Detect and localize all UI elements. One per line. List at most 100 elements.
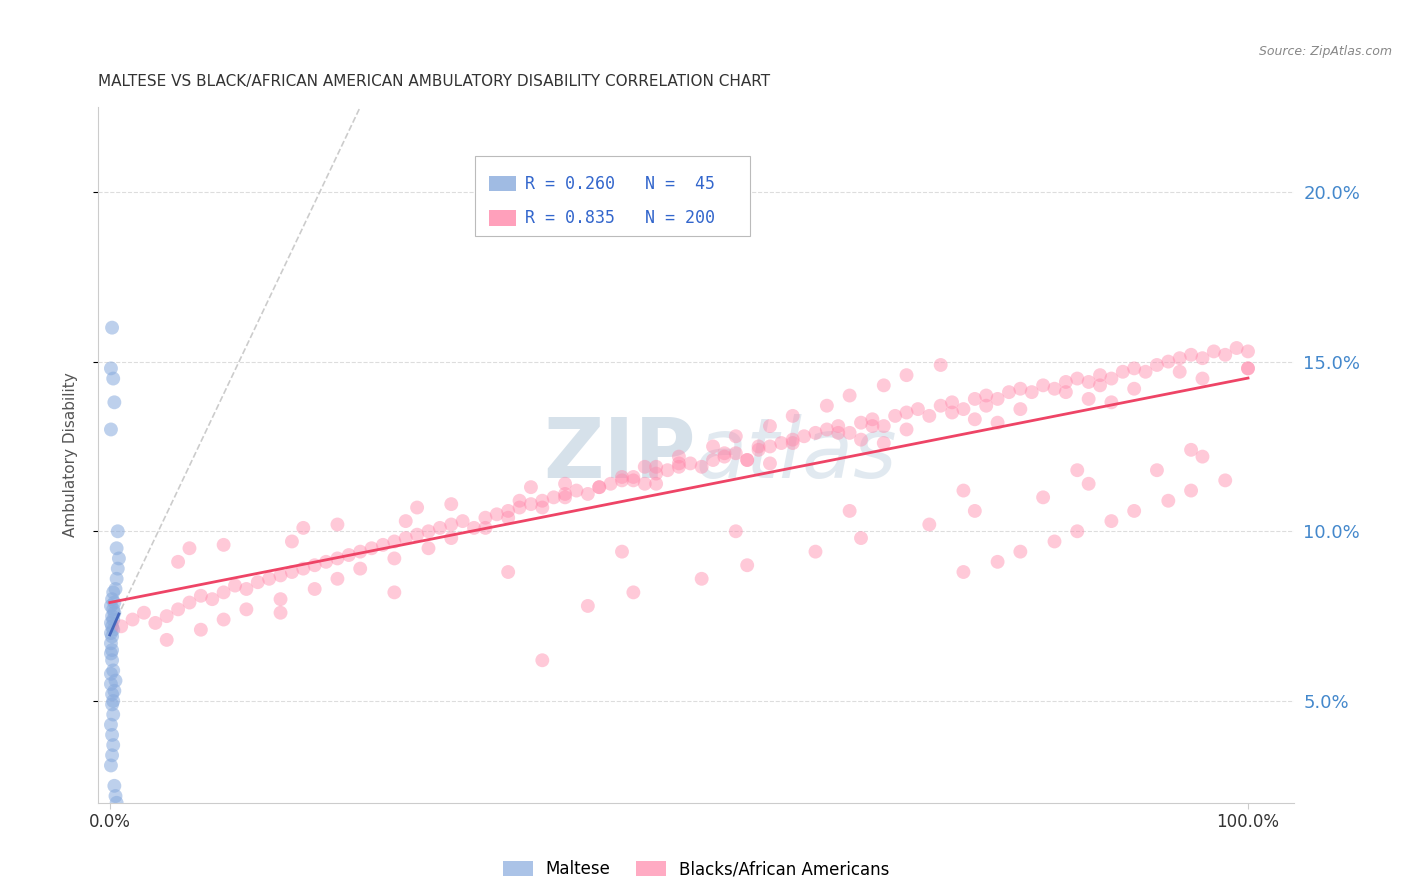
Point: [496, 565, 519, 579]
Point: [326, 551, 349, 566]
Point: [1077, 375, 1099, 389]
Point: [759, 439, 782, 453]
Point: [371, 538, 394, 552]
Point: [1202, 344, 1225, 359]
Point: [690, 459, 713, 474]
Point: [104, 789, 127, 803]
Point: [474, 521, 496, 535]
Point: [770, 436, 793, 450]
Point: [235, 602, 257, 616]
Point: [103, 683, 125, 698]
Point: [440, 531, 463, 545]
Point: [360, 541, 382, 556]
Point: [179, 596, 201, 610]
Point: [1077, 476, 1099, 491]
Point: [1157, 354, 1180, 368]
Point: [565, 483, 588, 498]
Point: [103, 371, 125, 385]
Point: [315, 555, 337, 569]
Point: [860, 412, 883, 426]
Point: [759, 419, 782, 434]
Point: [849, 531, 872, 545]
Point: [382, 551, 405, 566]
Point: [1054, 385, 1077, 400]
Point: [451, 514, 474, 528]
Point: [224, 578, 246, 592]
Point: [270, 568, 292, 582]
Point: [554, 487, 576, 501]
Point: [645, 476, 668, 491]
Point: [121, 613, 143, 627]
Point: [100, 615, 122, 630]
Point: [520, 497, 543, 511]
Point: [782, 436, 804, 450]
Point: [724, 524, 747, 539]
Point: [349, 561, 371, 575]
Point: [896, 368, 918, 383]
Point: [849, 433, 872, 447]
Point: [929, 358, 952, 372]
Point: [103, 585, 125, 599]
Point: [108, 551, 131, 566]
Point: [735, 453, 758, 467]
Point: [104, 582, 127, 596]
Point: [1123, 504, 1146, 518]
Point: [1123, 361, 1146, 376]
Point: [304, 582, 326, 596]
Point: [1010, 402, 1032, 417]
Point: [382, 534, 405, 549]
Point: [588, 480, 610, 494]
Point: [998, 385, 1021, 400]
Point: [621, 585, 644, 599]
Point: [963, 504, 986, 518]
Point: [103, 602, 125, 616]
Point: [281, 534, 304, 549]
Point: [349, 544, 371, 558]
Text: MALTESE VS BLACK/AFRICAN AMERICAN AMBULATORY DISABILITY CORRELATION CHART: MALTESE VS BLACK/AFRICAN AMERICAN AMBULA…: [98, 74, 770, 89]
Point: [103, 596, 125, 610]
Point: [918, 517, 941, 532]
Point: [952, 483, 974, 498]
Point: [576, 487, 599, 501]
Point: [759, 457, 782, 471]
Point: [235, 582, 257, 596]
Point: [406, 500, 429, 515]
Point: [103, 664, 125, 678]
Point: [621, 470, 644, 484]
Point: [621, 474, 644, 488]
Point: [101, 619, 124, 633]
Point: [156, 632, 179, 647]
Point: [179, 541, 201, 556]
Point: [645, 467, 668, 481]
Point: [1021, 385, 1043, 400]
Point: [281, 565, 304, 579]
Point: [509, 500, 531, 515]
Point: [107, 524, 129, 539]
Point: [190, 589, 212, 603]
Point: [884, 409, 907, 423]
Point: [246, 575, 269, 590]
Text: ZIP: ZIP: [544, 415, 696, 495]
Point: [1180, 348, 1202, 362]
Point: [100, 626, 122, 640]
Point: [304, 558, 326, 573]
Point: [382, 585, 405, 599]
Point: [679, 457, 702, 471]
Point: [941, 395, 963, 409]
Point: [103, 395, 125, 409]
Point: [1066, 524, 1088, 539]
Point: [929, 399, 952, 413]
Point: [100, 361, 122, 376]
Point: [212, 585, 235, 599]
Point: [896, 405, 918, 419]
Point: [1099, 395, 1122, 409]
Point: [105, 796, 128, 810]
Point: [101, 728, 124, 742]
Point: [610, 474, 633, 488]
Point: [690, 572, 713, 586]
Point: [143, 615, 166, 630]
Point: [429, 521, 451, 535]
Point: [1043, 382, 1066, 396]
Point: [1123, 382, 1146, 396]
Point: [463, 521, 485, 535]
